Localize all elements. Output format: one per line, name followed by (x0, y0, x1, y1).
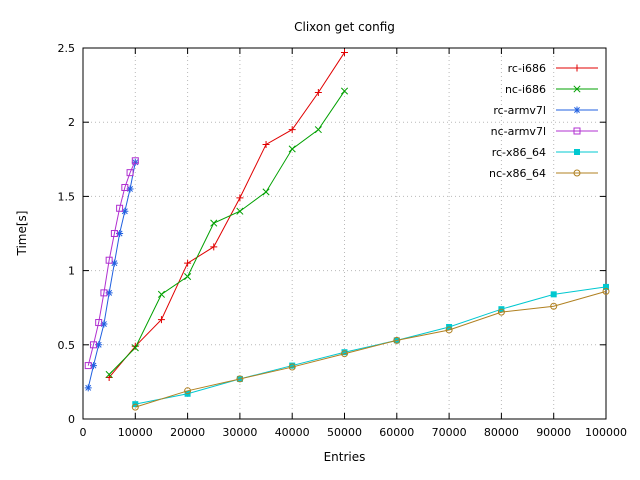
y-tick-label: 2.5 (58, 42, 76, 55)
x-tick-label: 30000 (222, 426, 257, 439)
x-tick-label: 100000 (585, 426, 627, 439)
legend-item-rc-x86_64: rc-x86_64 (492, 146, 598, 159)
y-tick-label: 0.5 (58, 339, 76, 352)
series-rc-i686 (105, 48, 348, 381)
x-tick-label: 50000 (327, 426, 362, 439)
x-tick-label: 90000 (536, 426, 571, 439)
x-tick-label: 70000 (432, 426, 467, 439)
x-tick-labels: 0 10000 20000 30000 40000 50000 60000 70000 8000… (80, 426, 628, 439)
legend: rc-i686 nc-i686 rc-armv7l nc-armv7l rc-x86_6… (489, 62, 598, 180)
x-axis-label: Entries (323, 450, 366, 464)
series-rc-x86_64 (132, 283, 609, 408)
series-nc-i686 (105, 87, 349, 379)
legend-label: nc-x86_64 (489, 167, 546, 180)
y-tick-labels: 0 0.5 1 1.5 2 2.5 (58, 42, 76, 426)
series-nc-armv7l (84, 157, 139, 370)
legend-label: nc-i686 (505, 83, 546, 96)
legend-item-rc-armv7l: rc-armv7l (493, 104, 598, 117)
x-tick-label: 20000 (170, 426, 205, 439)
y-tick-label: 1.5 (58, 190, 76, 203)
x-tick-label: 80000 (484, 426, 519, 439)
y-tick-label: 1 (68, 265, 75, 278)
x-tick-label: 60000 (379, 426, 414, 439)
legend-item-nc-x86_64: nc-x86_64 (489, 167, 598, 180)
legend-label: rc-i686 (508, 62, 546, 75)
legend-label: rc-armv7l (493, 104, 546, 117)
x-tick-label: 0 (80, 426, 87, 439)
x-tick-label: 10000 (118, 426, 153, 439)
y-tick-label: 0 (68, 413, 75, 426)
legend-item-rc-i686: rc-i686 (508, 62, 598, 75)
legend-item-nc-armv7l: nc-armv7l (491, 125, 598, 138)
x-tick-label: 40000 (275, 426, 310, 439)
legend-label: rc-x86_64 (492, 146, 546, 159)
legend-label: nc-armv7l (491, 125, 546, 138)
series-nc-x86_64 (131, 287, 610, 411)
y-axis-label: Time[s] (15, 210, 29, 256)
legend-item-nc-i686: nc-i686 (505, 83, 598, 96)
y-tick-label: 2 (68, 116, 75, 129)
series-rc-armv7l (84, 158, 139, 392)
chart-title: Clixon get config (294, 20, 395, 34)
